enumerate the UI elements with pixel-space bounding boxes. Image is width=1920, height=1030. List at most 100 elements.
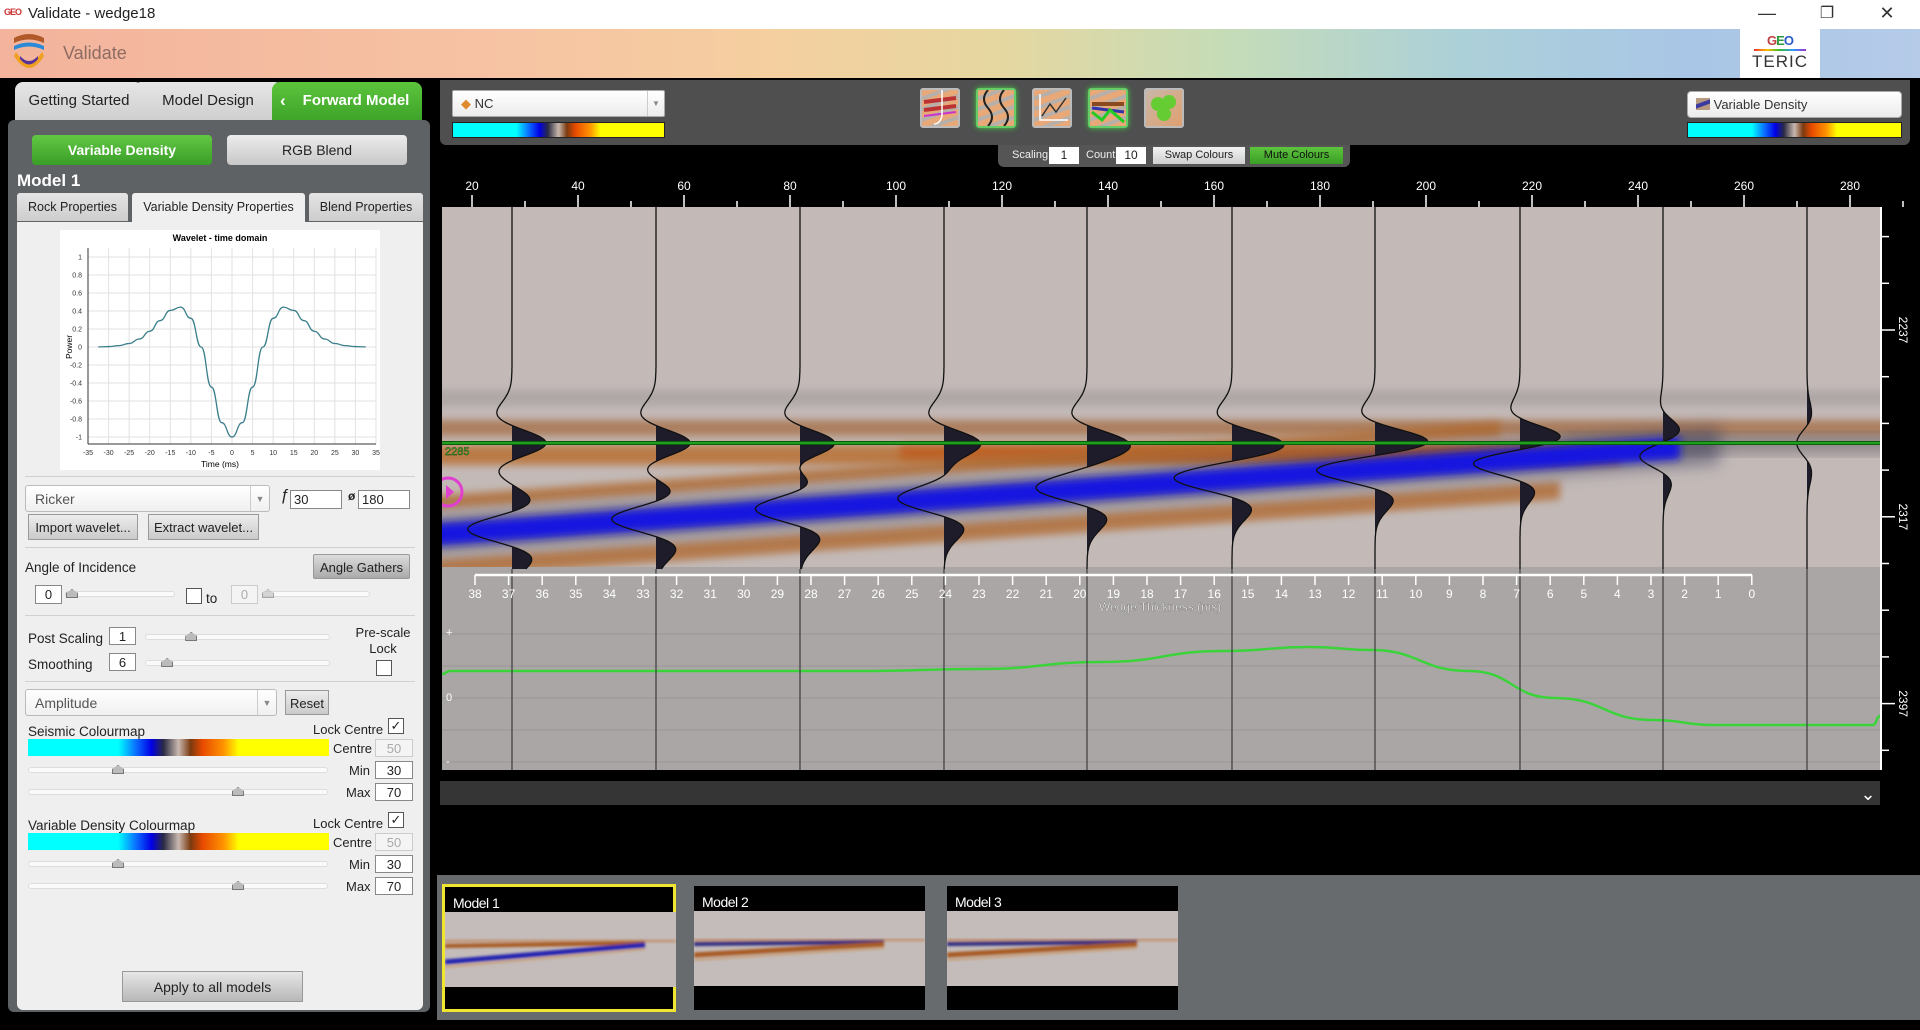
extract-wavelet-button[interactable]: Extract wavelet... <box>148 514 259 540</box>
model-thumbnail[interactable]: Model 1 <box>442 884 676 1012</box>
post-scaling-slider[interactable] <box>145 634 330 640</box>
x-tick-label: -10 <box>186 450 196 457</box>
tab-getting-started[interactable]: Getting Started <box>15 82 143 120</box>
slider-thumb[interactable] <box>112 765 124 774</box>
peak-band-below-wedge <box>442 481 1560 569</box>
lock-centre-checkbox[interactable]: ✓ <box>388 718 404 734</box>
slider-thumb[interactable] <box>232 881 244 890</box>
slider-thumb[interactable] <box>112 859 124 868</box>
restore-icon[interactable]: ❐ <box>1819 5 1835 22</box>
well-log-view-icon[interactable] <box>920 88 960 128</box>
max-slider[interactable] <box>28 883 328 889</box>
reset-button[interactable]: Reset <box>285 690 329 715</box>
back-chevron-icon[interactable]: ‹ <box>280 91 286 110</box>
centre-input[interactable]: 50 <box>375 833 413 851</box>
min-slider[interactable] <box>28 861 328 867</box>
subtab-rock-properties[interactable]: Rock Properties <box>17 193 128 221</box>
wedge-axis-label: 34 <box>603 587 617 601</box>
close-icon[interactable]: ✕ <box>1879 3 1895 23</box>
y-tick-label: -0.6 <box>70 399 82 406</box>
swap-colours-button[interactable]: Swap Colours <box>1153 147 1245 164</box>
wedge-axis-label: 32 <box>670 587 684 601</box>
max-input[interactable]: 70 <box>375 783 413 801</box>
angle-from-slider[interactable] <box>65 591 175 597</box>
x-tick-label: 35 <box>372 450 380 457</box>
chart-title: Wavelet - time domain <box>173 233 268 243</box>
angle-gathers-button[interactable]: Angle Gathers <box>313 554 410 579</box>
min-slider[interactable] <box>28 767 328 773</box>
gather-bubbles-icon[interactable] <box>1144 88 1184 128</box>
horizon-layers-icon[interactable] <box>1088 88 1128 128</box>
play-icon[interactable] <box>446 485 454 499</box>
min-input[interactable]: 30 <box>375 761 413 779</box>
slider-thumb[interactable] <box>232 787 244 796</box>
scaling-input[interactable]: 1 <box>1049 147 1079 164</box>
wiggle-trace <box>467 207 547 770</box>
x-tick-label: -30 <box>104 450 114 457</box>
max-input[interactable]: 70 <box>375 877 413 895</box>
smoothing-slider[interactable] <box>145 660 330 666</box>
x-tick-label: -20 <box>145 450 155 457</box>
wedge-axis-label: 16 <box>1208 587 1222 601</box>
max-slider[interactable] <box>28 789 328 795</box>
subtab-variable-density-properties[interactable]: Variable Density Properties <box>132 193 305 223</box>
centre-input[interactable]: 50 <box>375 739 413 757</box>
wedge-axis-label: 26 <box>872 587 886 601</box>
y-tick-label: -0.4 <box>70 381 82 388</box>
slider-thumb[interactable] <box>185 632 198 641</box>
variable-density-button[interactable]: Variable Density <box>32 135 212 165</box>
brand-bottom: TERIC <box>1752 52 1808 71</box>
wedge-axis-label: 25 <box>905 587 919 601</box>
count-input[interactable]: 10 <box>1116 147 1146 164</box>
wedge-axis-label: 20 <box>1073 587 1087 601</box>
angle-range-checkbox[interactable] <box>186 588 202 604</box>
mute-colours-button[interactable]: Mute Colours <box>1250 147 1343 164</box>
apply-to-all-models-button[interactable]: Apply to all models <box>122 971 303 1002</box>
slider-thumb[interactable] <box>262 589 274 598</box>
angle-from-input[interactable]: 0 <box>35 585 62 604</box>
display-mode-select[interactable]: Variable Density <box>1687 91 1902 118</box>
slider-thumb[interactable] <box>66 589 78 598</box>
frequency-input[interactable]: 30 <box>290 490 342 509</box>
wedge-axis-label: 8 <box>1480 587 1487 601</box>
smoothing-input[interactable]: 6 <box>109 653 136 671</box>
dropdown-arrow-icon: ▼ <box>647 91 664 116</box>
amplitude-curve-icon[interactable] <box>1032 88 1072 128</box>
rgb-blend-button[interactable]: RGB Blend <box>227 135 407 165</box>
angle-to-input[interactable]: 0 <box>231 585 258 604</box>
trace-peak-fill <box>1663 207 1680 569</box>
min-input[interactable]: 30 <box>375 855 413 873</box>
trace-peak-fill <box>1087 207 1131 569</box>
attribute-select[interactable]: Amplitude ▼ <box>25 689 277 716</box>
collapse-chevron-icon[interactable]: ⌄ <box>1860 784 1875 804</box>
tab-model-design[interactable]: Model Design <box>133 82 283 120</box>
variable-density-icon <box>1696 98 1710 110</box>
wavelet-type-select[interactable]: Ricker ▼ <box>25 485 270 512</box>
angle-label: Angle of Incidence <box>25 560 137 575</box>
playback-marker-icon[interactable] <box>440 476 464 508</box>
max-label: Max <box>346 785 371 800</box>
wiggle-traces-icon[interactable] <box>976 88 1016 128</box>
phase-input[interactable]: 180 <box>358 490 410 509</box>
tab-forward-model[interactable]: ‹ Forward Model <box>272 82 422 120</box>
slider-thumb[interactable] <box>161 658 174 667</box>
prescale-lock-checkbox[interactable] <box>376 660 392 676</box>
panel-collapse-bar[interactable] <box>440 781 1880 805</box>
colourmap-label: Variable Density Colourmap <box>28 818 196 833</box>
wedge-axis-label: 1 <box>1715 587 1722 601</box>
lock-centre-checkbox[interactable]: ✓ <box>388 812 404 828</box>
top-axis-label: 220 <box>1522 179 1542 193</box>
wedge-axis-label: 15 <box>1241 587 1255 601</box>
minimize-icon[interactable]: — <box>1758 3 1776 23</box>
model-thumbnail[interactable]: Model 3 <box>947 886 1178 1010</box>
x-tick-label: 20 <box>310 450 318 457</box>
y-tick-label: 0.2 <box>72 327 82 334</box>
post-scaling-input[interactable]: 1 <box>109 627 136 645</box>
model-thumbnail[interactable]: Model 2 <box>694 886 925 1010</box>
import-wavelet-button[interactable]: Import wavelet... <box>28 514 138 540</box>
seismic-volume-select[interactable]: ◆ NC ▼ <box>452 90 665 117</box>
angle-to-slider[interactable] <box>262 591 370 597</box>
wedge-model-plot[interactable]: 20 40 60 80 100 120 140 160 180 200 220 240 260 280 +… <box>440 168 1912 808</box>
check-icon: ✓ <box>390 812 402 827</box>
subtab-blend-properties[interactable]: Blend Properties <box>309 193 423 221</box>
